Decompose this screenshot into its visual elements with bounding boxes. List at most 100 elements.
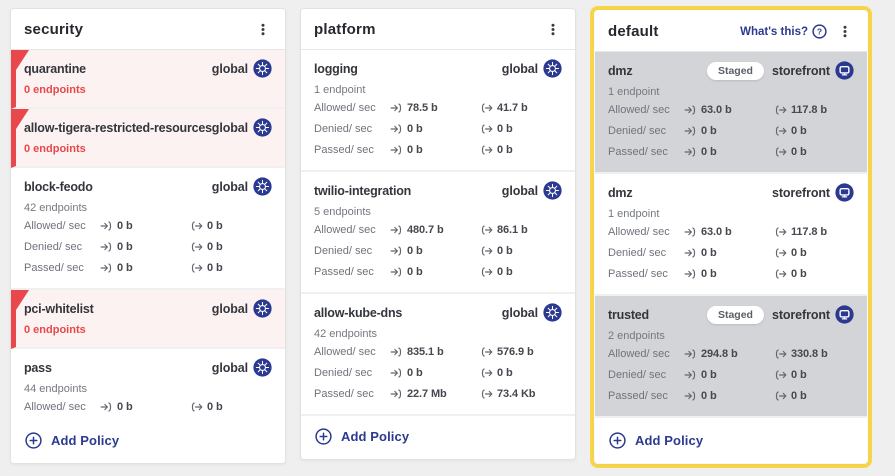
kubernetes-globe-icon xyxy=(543,303,562,322)
ingress-arrow-icon xyxy=(390,123,403,135)
policy-name: twilio-integration xyxy=(314,183,412,198)
egress-arrow-icon xyxy=(190,262,203,274)
stat-row: Allowed/ sec 63.0 b 117.8 b xyxy=(608,222,854,242)
policy-scope: global xyxy=(211,179,248,194)
stat-out-value: 0 b xyxy=(791,369,807,381)
policy-card[interactable]: twilio-integration global 5 endpoints Allow… xyxy=(301,172,575,294)
policy-card-header: allow-tigera-restricted-resources global xyxy=(24,118,272,137)
kebab-menu-icon[interactable] xyxy=(544,21,562,38)
stat-in-value: 0 b xyxy=(701,247,717,259)
stat-row: Allowed/ sec 0 b 0 b xyxy=(24,397,272,417)
kubernetes-globe-icon xyxy=(253,59,272,78)
stat-label: Passed/ sec xyxy=(314,266,374,278)
policy-name: allow-kube-dns xyxy=(314,305,403,320)
policy-card-header: logging global xyxy=(314,59,562,78)
stat-out-value: 0 b xyxy=(791,247,807,259)
policy-card[interactable]: block-feodo global 42 endpoints Allowed/ se… xyxy=(11,168,285,290)
policy-card[interactable]: dmz storefront 1 endpoint Allowed/ sec 63.0 … xyxy=(595,174,867,296)
endpoints-count: 1 endpoint xyxy=(608,208,660,220)
add-policy-button[interactable]: Add Policy xyxy=(608,430,704,451)
stat-in-value: 0 b xyxy=(701,146,717,158)
policy-scope: global xyxy=(211,301,248,316)
policy-card-header: pci-whitelist global xyxy=(24,299,272,318)
stat-in-value: 0 b xyxy=(117,401,133,413)
stat-label: Passed/ sec xyxy=(314,388,374,400)
kebab-menu-icon[interactable] xyxy=(254,21,272,38)
whats-this-label: What's this? xyxy=(740,25,808,38)
plus-circle-icon xyxy=(315,428,332,445)
whats-this-link[interactable]: What's this?? xyxy=(740,24,827,39)
policy-name: trusted xyxy=(608,307,649,322)
add-policy-label: Add Policy xyxy=(635,433,704,448)
endpoints-count: 0 endpoints xyxy=(24,84,86,96)
stat-row: Allowed/ sec 480.7 b 86.1 b xyxy=(314,220,562,240)
storefront-monitor-icon xyxy=(835,61,854,80)
stat-in-value: 22.7 Mb xyxy=(407,388,447,400)
ingress-arrow-icon xyxy=(684,348,697,360)
stat-label: Passed/ sec xyxy=(314,144,374,156)
policy-card-header: quarantine global xyxy=(24,59,272,78)
policy-name: block-feodo xyxy=(24,179,93,194)
egress-arrow-icon xyxy=(480,266,493,278)
stat-out-value: 0 b xyxy=(207,262,223,274)
egress-arrow-icon xyxy=(774,125,787,137)
policy-board: security quarantine global 0 endpoints allow… xyxy=(10,6,885,468)
policy-card[interactable]: allow-kube-dns global 42 endpoints Allowed/… xyxy=(301,294,575,416)
stat-out-value: 0 b xyxy=(207,241,223,253)
policy-card[interactable]: quarantine global 0 endpoints xyxy=(11,50,285,109)
stat-out-value: 0 b xyxy=(791,268,807,280)
endpoints-count: 1 endpoint xyxy=(314,84,366,96)
egress-arrow-icon xyxy=(774,390,787,402)
stat-row: Passed/ sec 0 b 0 b xyxy=(314,140,562,160)
endpoints-count: 42 endpoints xyxy=(24,202,87,214)
policy-card[interactable]: allow-tigera-restricted-resources global 0… xyxy=(11,109,285,168)
policy-card[interactable]: trusted Staged storefront 2 endpoints Allowe… xyxy=(595,296,867,418)
staged-badge: Staged xyxy=(706,61,764,80)
add-policy-button[interactable]: Add Policy xyxy=(24,430,120,451)
card-list: dmz Staged storefront 1 endpoint Allowed/ se… xyxy=(595,52,867,421)
policy-name: pci-whitelist xyxy=(24,301,94,316)
ingress-arrow-icon xyxy=(390,367,403,379)
stat-out-value: 0 b xyxy=(791,390,807,402)
policy-card[interactable]: pass global 44 endpoints Allowed/ sec 0 b 0 b… xyxy=(11,349,285,421)
kubernetes-globe-icon xyxy=(253,299,272,318)
policy-card[interactable]: logging global 1 endpoint Allowed/ sec 78.5 … xyxy=(301,50,575,172)
stat-in-value: 78.5 b xyxy=(407,102,438,114)
policy-card[interactable]: trustedstorefront xyxy=(595,418,867,421)
policy-card[interactable]: pci-whitelist global 0 endpoints xyxy=(11,290,285,349)
endpoints-count: 0 endpoints xyxy=(24,143,86,155)
policy-scope: global xyxy=(211,61,248,76)
policy-card[interactable]: dmz Staged storefront 1 endpoint Allowed/ se… xyxy=(595,52,867,174)
stat-label: Denied/ sec xyxy=(314,123,373,135)
stat-in-value: 63.0 b xyxy=(701,226,732,238)
stat-label: Allowed/ sec xyxy=(608,348,670,360)
ingress-arrow-icon xyxy=(390,224,403,236)
ingress-arrow-icon xyxy=(684,125,697,137)
ingress-arrow-icon xyxy=(390,144,403,156)
policy-name: dmz xyxy=(608,185,633,200)
kubernetes-globe-icon xyxy=(543,59,562,78)
stat-label: Allowed/ sec xyxy=(24,401,86,413)
stat-in-value: 0 b xyxy=(407,123,423,135)
stat-in-value: 835.1 b xyxy=(407,346,444,358)
stat-out-value: 86.1 b xyxy=(497,224,528,236)
stat-out-value: 576.9 b xyxy=(497,346,534,358)
stat-label: Passed/ sec xyxy=(608,268,668,280)
stat-out-value: 0 b xyxy=(207,220,223,232)
stat-label: Allowed/ sec xyxy=(608,226,670,238)
stat-label: Denied/ sec xyxy=(314,245,373,257)
stat-label: Denied/ sec xyxy=(314,367,373,379)
column-title: security xyxy=(24,21,84,38)
column-title: platform xyxy=(314,21,376,38)
stat-in-value: 0 b xyxy=(701,369,717,381)
plus-circle-icon xyxy=(609,432,626,449)
kebab-menu-icon[interactable] xyxy=(836,23,854,40)
add-policy-button[interactable]: Add Policy xyxy=(314,426,410,447)
stat-in-value: 294.8 b xyxy=(701,348,738,360)
storefront-monitor-icon xyxy=(835,183,854,202)
policy-card-header: trusted Staged storefront xyxy=(608,305,854,324)
